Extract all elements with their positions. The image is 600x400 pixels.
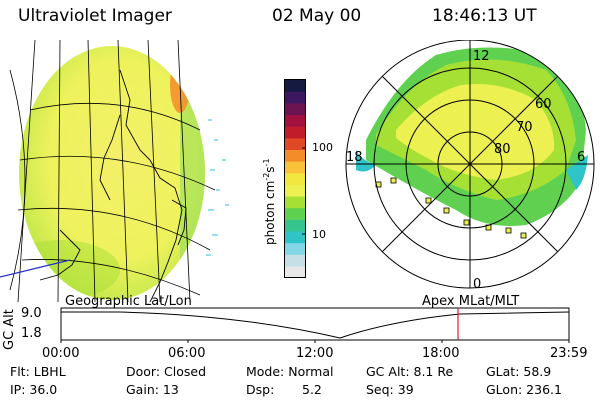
- mlt-dawn-label: 6: [577, 150, 585, 165]
- blue-boundary-line: [0, 259, 71, 278]
- colorbar-unit-label: photon cm-2s-1: [262, 158, 277, 245]
- timeline-tick-0600: 06:00: [168, 346, 206, 361]
- auroral-oval: [356, 47, 588, 226]
- colorbar-band: [284, 79, 306, 92]
- glat-value: GLat: 58.9: [486, 364, 552, 379]
- gc-alt-tick-high: 9.0: [21, 306, 42, 321]
- timeline-tick-0000: 00:00: [42, 346, 80, 361]
- seq-value: Seq: 39: [366, 382, 414, 397]
- colorbar-bands: [284, 79, 306, 278]
- apex-mlat-mlt-label: Apex MLat/MLT: [422, 294, 520, 309]
- mode-value: Mode: Normal: [246, 364, 334, 379]
- mlat-70-label: 70: [516, 120, 533, 135]
- flt-value: Flt: LBHL: [10, 364, 66, 379]
- observation-time: 18:46:13 UT: [432, 6, 537, 26]
- polar-grid: [345, 40, 595, 289]
- colorbar-band: [284, 114, 306, 127]
- oval-patches: [375, 177, 527, 239]
- geographic-projection-image: [0, 40, 229, 302]
- mlt-noon-label: 12: [473, 49, 490, 64]
- dsp-label: Dsp:: [246, 382, 275, 397]
- colorbar-band: [284, 149, 306, 162]
- colorbar-band: [284, 265, 306, 278]
- mlat-80-label: 80: [494, 142, 511, 157]
- timeline-ticks: [60, 340, 570, 343]
- colorbar-band: [284, 161, 306, 174]
- gc-alt-axis-label: GC Alt: [2, 309, 17, 350]
- colorbar-band: [284, 242, 306, 255]
- colorbar-band: [284, 207, 306, 220]
- timeline-tick-1200: 12:00: [296, 346, 334, 361]
- geographic-latlon-label: Geographic Lat/Lon: [65, 294, 192, 309]
- gain-value: Gain: 13: [126, 382, 179, 397]
- orbit-altitude-timeline: [60, 307, 570, 343]
- altitude-curve: [61, 311, 570, 339]
- gc-alt-tick-low: 1.8: [21, 326, 42, 341]
- colorbar-band: [284, 219, 306, 232]
- mlt-dusk-label: 18: [346, 150, 363, 165]
- timeline-tick-1800: 18:00: [422, 346, 460, 361]
- colorbar-tick-label-10: 10: [312, 228, 326, 241]
- colorbar-band: [284, 195, 306, 209]
- dsp-value: 5.2: [302, 382, 322, 397]
- glon-value: GLon: 236.1: [486, 382, 562, 397]
- colorbar-band: [284, 102, 306, 116]
- colorbar-band: [284, 230, 306, 244]
- gc-alt-value: GC Alt: 8.1 Re: [366, 364, 454, 379]
- colorbar-band: [284, 172, 306, 185]
- colorbar-band: [284, 184, 306, 197]
- colorbar-band: [284, 137, 306, 150]
- polar-mlat-mlt-plot: 12 0 6 18 60 70 80: [345, 40, 595, 292]
- colorbar-band: [284, 254, 306, 267]
- mlt-midnight-label: 0: [473, 277, 481, 292]
- coastlines: [39, 69, 187, 302]
- colorbar-band: [284, 91, 306, 104]
- instrument-title: Ultraviolet Imager: [18, 6, 172, 26]
- lat-lon-grid: [9, 40, 216, 302]
- timeline-tick-2359: 23:59: [550, 346, 588, 361]
- ip-value: IP: 36.0: [10, 382, 58, 397]
- observation-date: 02 May 00: [272, 6, 362, 26]
- colorbar-band: [284, 126, 306, 139]
- mlat-60-label: 60: [535, 97, 552, 112]
- colorbar: [284, 79, 306, 278]
- colorbar-tick-label-100: 100: [312, 141, 333, 154]
- earth-disk: [19, 46, 205, 300]
- door-value: Door: Closed: [126, 364, 207, 379]
- terminator-speckle: [206, 119, 229, 256]
